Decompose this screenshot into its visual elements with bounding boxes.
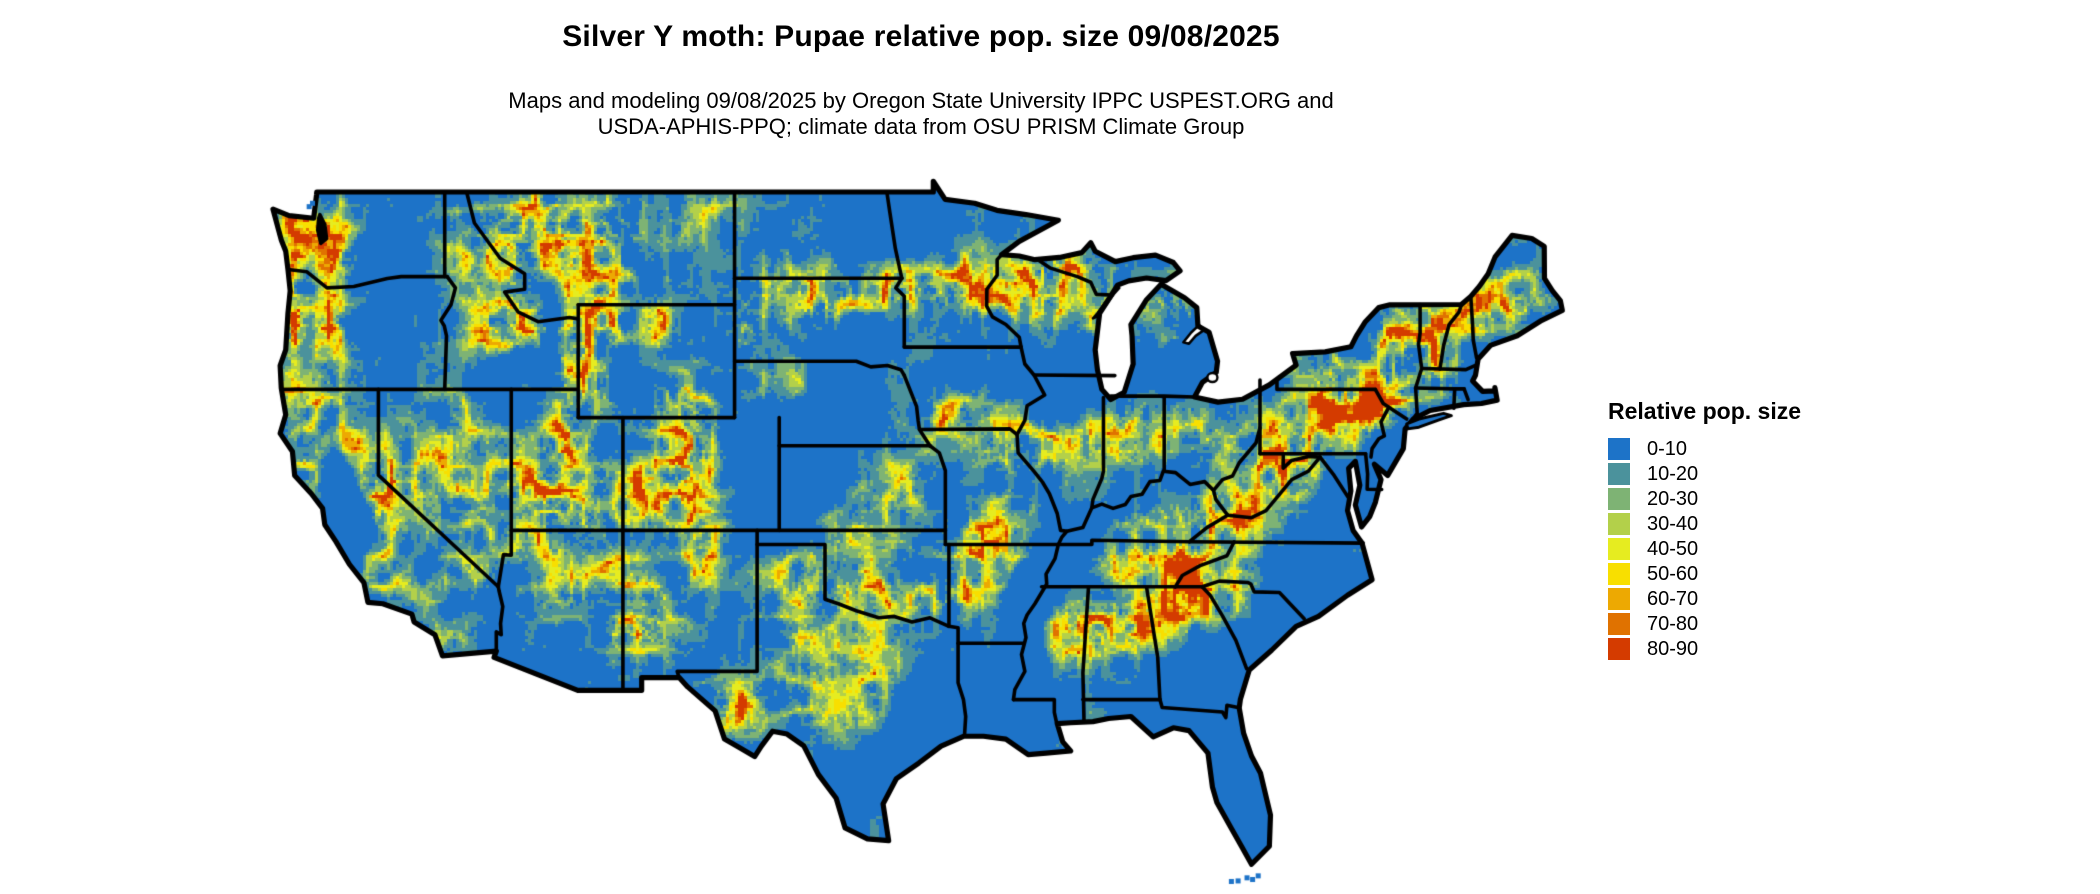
subtitle-line-1: Maps and modeling 09/08/2025 by Oregon S… [508,88,1334,113]
legend-label: 10-20 [1647,462,1699,485]
legend-item: 10-20 [1608,463,1801,485]
legend-item: 80-90 [1608,638,1801,660]
legend-swatch [1608,513,1630,535]
legend-swatch [1608,588,1630,610]
page-subtitle: Maps and modeling 09/08/2025 by Oregon S… [0,88,1842,140]
legend-swatch [1608,563,1630,585]
legend-swatch [1608,638,1630,660]
legend-item: 20-30 [1608,488,1801,510]
legend-label: 20-30 [1647,487,1699,510]
legend-title: Relative pop. size [1608,398,1802,424]
map-legend: Relative pop. size 0-10 10-20 20-30 30-40 40… [1608,398,1801,663]
legend-items: 0-10 10-20 20-30 30-40 40-50 50-60 60-70 70-80 8… [1608,438,1801,660]
legend-item: 50-60 [1608,563,1801,585]
legend-label: 70-80 [1647,612,1699,635]
legend-label: 30-40 [1647,512,1699,535]
legend-label: 40-50 [1647,537,1699,560]
legend-swatch [1608,613,1630,635]
legend-label: 0-10 [1647,437,1688,460]
legend-item: 70-80 [1608,613,1801,635]
legend-swatch [1608,538,1630,560]
legend-swatch [1608,438,1630,460]
legend-label: 60-70 [1647,587,1699,610]
legend-swatch [1608,463,1630,485]
legend-item: 40-50 [1608,538,1801,560]
legend-item: 0-10 [1608,438,1801,460]
legend-label: 80-90 [1647,637,1699,660]
legend-item: 60-70 [1608,588,1801,610]
page-title: Silver Y moth: Pupae relative pop. size … [562,20,1280,53]
legend-swatch [1608,488,1630,510]
legend-label: 50-60 [1647,562,1699,585]
subtitle-line-2: USDA-APHIS-PPQ; climate data from OSU PR… [597,114,1245,139]
us-relative-population-map [240,150,1590,894]
legend-item: 30-40 [1608,513,1801,535]
